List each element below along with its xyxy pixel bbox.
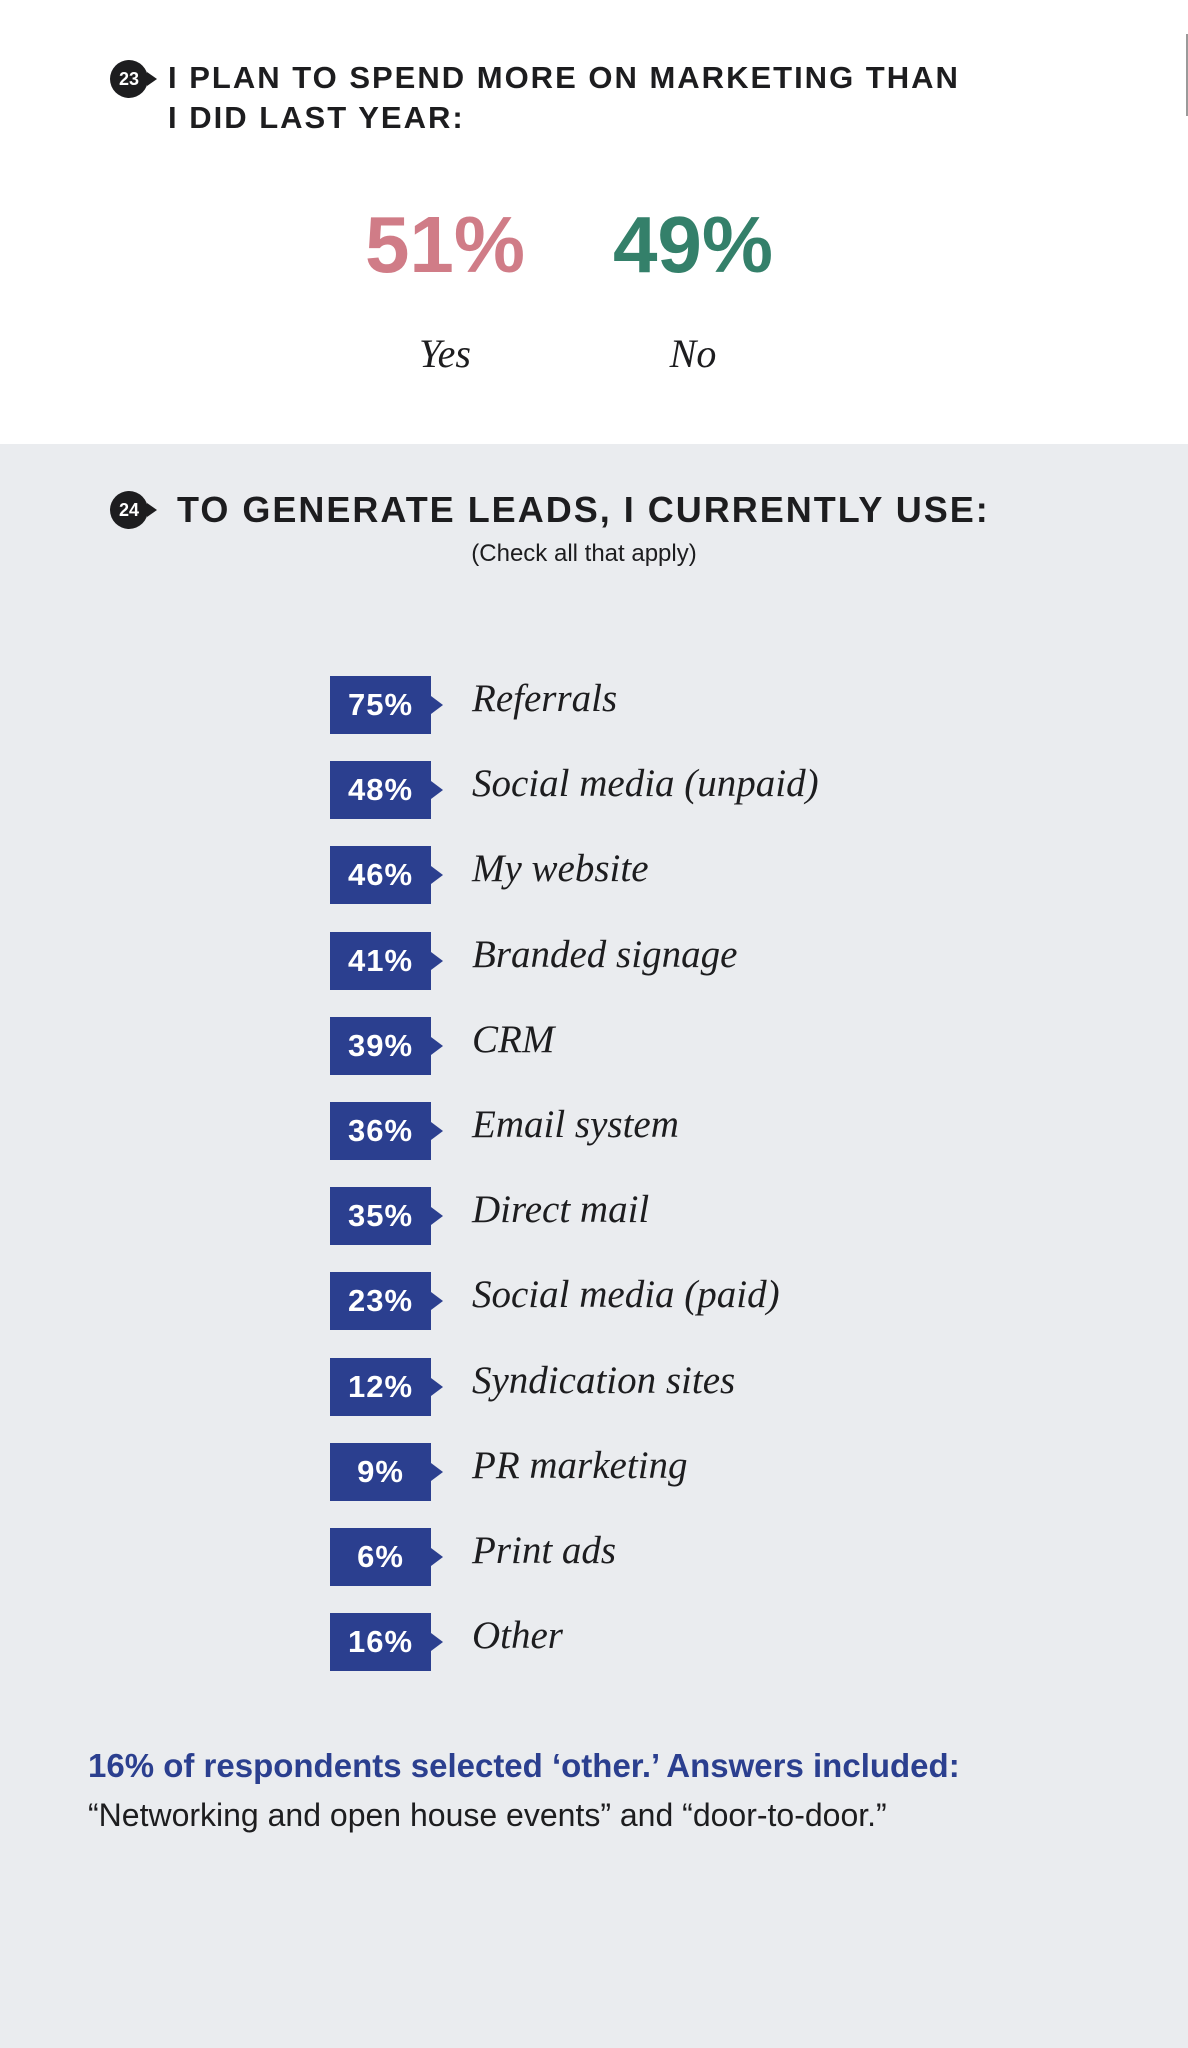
lead-percentage-badge: 48% xyxy=(330,761,443,819)
no-percentage: 49% xyxy=(612,200,774,289)
lead-percentage-badge: 35% xyxy=(330,1187,443,1245)
lead-source-label: Syndication sites xyxy=(472,1359,736,1402)
question-24-title: TO GENERATE LEADS, I CURRENTLY USE: xyxy=(177,489,990,530)
lead-source-label: Social media (unpaid) xyxy=(472,762,819,805)
lead-percentage-badge: 16% xyxy=(330,1613,443,1671)
question-24-subtitle: (Check all that apply) xyxy=(471,540,697,567)
lead-percentage-badge: 9% xyxy=(330,1443,443,1501)
top-panel xyxy=(0,0,1188,444)
lead-source-label: Social media (paid) xyxy=(472,1273,780,1316)
lead-percentage-badge: 41% xyxy=(330,932,443,990)
lead-source-label: Direct mail xyxy=(472,1188,650,1231)
lead-percentage-badge: 75% xyxy=(330,676,443,734)
lead-percentage-badge: 6% xyxy=(330,1528,443,1586)
lead-percentage-badge: 39% xyxy=(330,1017,443,1075)
lead-source-label: My website xyxy=(472,847,649,890)
question-24-number-badge: 24 xyxy=(110,491,157,529)
no-label: No xyxy=(669,331,717,376)
edge-line xyxy=(1186,34,1188,116)
lead-percentage-badge: 23% xyxy=(330,1272,443,1330)
lead-source-label: Other xyxy=(472,1614,563,1657)
yes-percentage: 51% xyxy=(364,200,526,289)
lead-source-label: Print ads xyxy=(472,1529,617,1572)
lead-percentage-badge: 46% xyxy=(330,846,443,904)
other-note-heading: 16% of respondents selected ‘other.’ Ans… xyxy=(88,1747,960,1784)
question-23-title: I PLAN TO SPEND MORE ON MARKETING THAN I… xyxy=(168,60,960,135)
yes-label: Yes xyxy=(419,331,471,376)
lead-source-label: Referrals xyxy=(472,677,618,720)
lead-percentage-badge: 12% xyxy=(330,1358,443,1416)
lead-percentage-badge: 36% xyxy=(330,1102,443,1160)
other-note-text: “Networking and open house events” and “… xyxy=(88,1797,887,1833)
lead-source-label: PR marketing xyxy=(472,1444,688,1487)
question-23-number-badge: 23 xyxy=(110,60,157,98)
lead-source-label: CRM xyxy=(472,1018,555,1061)
lead-source-label: Email system xyxy=(472,1103,679,1146)
lead-source-label: Branded signage xyxy=(472,933,738,976)
